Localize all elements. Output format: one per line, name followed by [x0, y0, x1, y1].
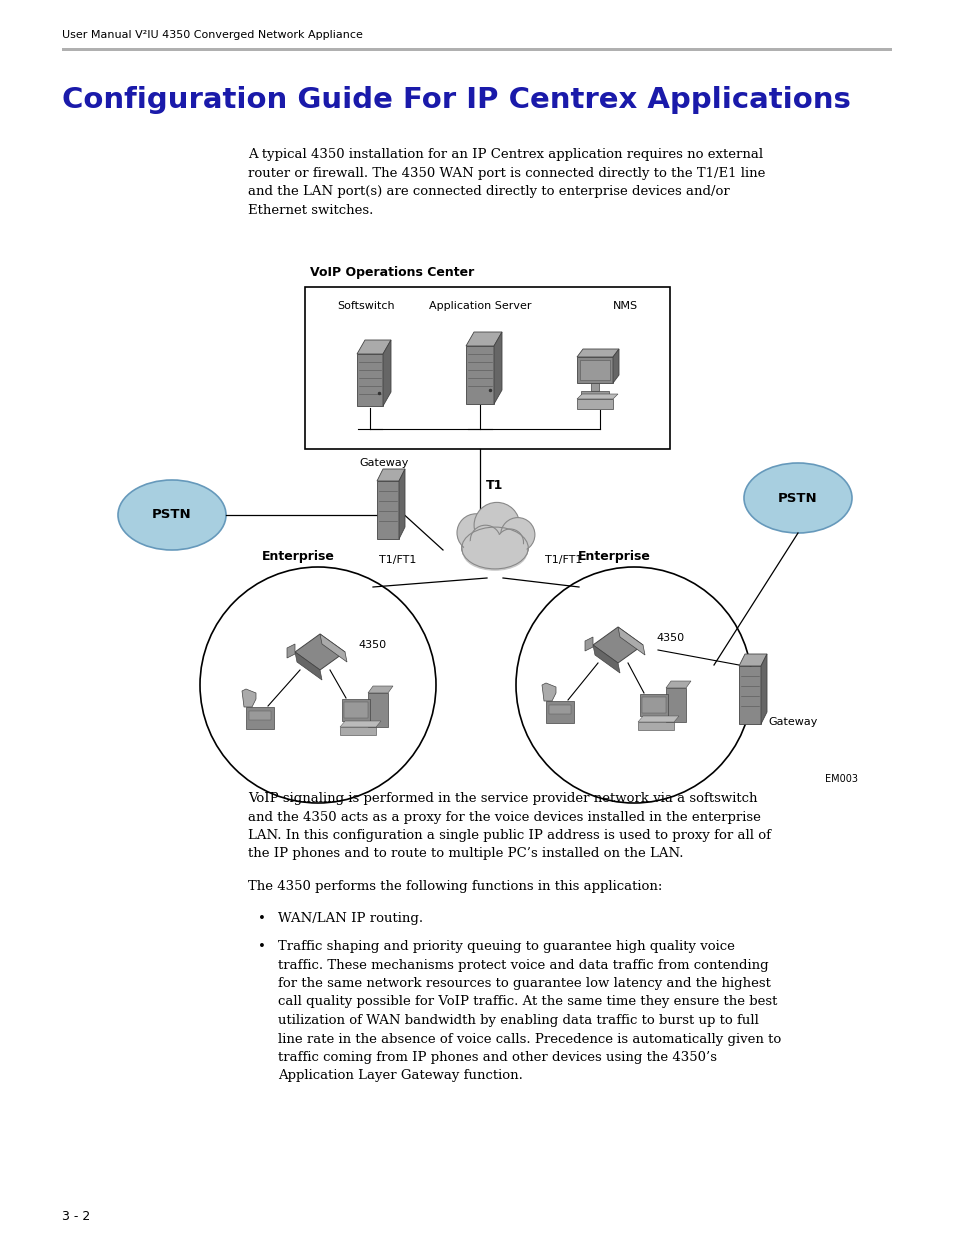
Polygon shape	[341, 699, 370, 721]
Polygon shape	[246, 706, 274, 729]
Text: VoIP signaling is performed in the service provider network via a softswitch
and: VoIP signaling is performed in the servi…	[248, 792, 770, 861]
Polygon shape	[294, 652, 322, 680]
Circle shape	[516, 567, 751, 803]
Polygon shape	[580, 391, 608, 396]
Ellipse shape	[461, 527, 528, 569]
Polygon shape	[465, 346, 494, 404]
Polygon shape	[577, 394, 618, 399]
Polygon shape	[593, 627, 642, 663]
Text: T1/FT1: T1/FT1	[379, 555, 416, 564]
Text: •: •	[257, 911, 266, 925]
Text: The 4350 performs the following functions in this application:: The 4350 performs the following function…	[248, 881, 661, 893]
Polygon shape	[287, 643, 294, 658]
Text: Softswitch: Softswitch	[336, 301, 395, 311]
Polygon shape	[398, 469, 405, 538]
Polygon shape	[665, 688, 685, 722]
Polygon shape	[639, 694, 667, 716]
Polygon shape	[494, 332, 501, 404]
Polygon shape	[368, 685, 393, 693]
Polygon shape	[344, 701, 368, 718]
Polygon shape	[577, 399, 613, 409]
Polygon shape	[577, 357, 613, 383]
Ellipse shape	[743, 463, 851, 534]
Polygon shape	[641, 697, 665, 713]
Polygon shape	[249, 711, 271, 720]
Polygon shape	[339, 721, 380, 727]
Circle shape	[470, 525, 500, 556]
Text: NMS: NMS	[613, 301, 638, 311]
Polygon shape	[376, 469, 405, 480]
Polygon shape	[577, 350, 618, 357]
Text: PSTN: PSTN	[778, 492, 817, 505]
Polygon shape	[382, 340, 391, 406]
Circle shape	[474, 503, 519, 548]
Text: T1: T1	[485, 479, 503, 492]
Polygon shape	[465, 332, 501, 346]
Text: A typical 4350 installation for an IP Centrex application requires no external
r: A typical 4350 installation for an IP Ce…	[248, 148, 764, 216]
Circle shape	[200, 567, 436, 803]
Text: Application Server: Application Server	[428, 301, 531, 311]
Polygon shape	[368, 693, 388, 727]
Polygon shape	[593, 645, 619, 673]
Text: T1/FT1: T1/FT1	[545, 555, 582, 564]
Polygon shape	[545, 701, 574, 722]
Text: Gateway: Gateway	[767, 718, 817, 727]
Polygon shape	[356, 354, 382, 406]
Polygon shape	[638, 716, 679, 722]
Text: WAN/LAN IP routing.: WAN/LAN IP routing.	[277, 911, 423, 925]
Polygon shape	[376, 480, 398, 538]
Text: 4350: 4350	[656, 634, 683, 643]
Circle shape	[456, 514, 495, 552]
Polygon shape	[579, 359, 609, 380]
Text: EM003: EM003	[824, 774, 857, 784]
Polygon shape	[613, 350, 618, 383]
Ellipse shape	[462, 535, 527, 571]
Polygon shape	[584, 637, 593, 651]
Polygon shape	[242, 689, 255, 706]
Circle shape	[497, 529, 523, 556]
Text: 3 - 2: 3 - 2	[62, 1210, 91, 1223]
Ellipse shape	[118, 480, 226, 550]
Text: PSTN: PSTN	[152, 509, 192, 521]
Text: VoIP Operations Center: VoIP Operations Center	[310, 266, 474, 279]
Polygon shape	[339, 727, 375, 735]
Circle shape	[500, 517, 535, 552]
Text: Traffic shaping and priority queuing to guarantee high quality voice
traffic. Th: Traffic shaping and priority queuing to …	[277, 940, 781, 1083]
Polygon shape	[541, 683, 556, 701]
Text: •: •	[257, 940, 266, 953]
Polygon shape	[739, 655, 766, 666]
Text: User Manual V²IU 4350 Converged Network Appliance: User Manual V²IU 4350 Converged Network …	[62, 30, 362, 40]
Polygon shape	[638, 722, 673, 730]
Text: 4350: 4350	[357, 640, 386, 650]
Text: Enterprise: Enterprise	[577, 550, 650, 563]
FancyBboxPatch shape	[305, 287, 669, 450]
Polygon shape	[739, 666, 760, 724]
Polygon shape	[590, 383, 598, 391]
Polygon shape	[665, 680, 690, 688]
Polygon shape	[294, 634, 345, 671]
FancyBboxPatch shape	[62, 48, 891, 51]
Polygon shape	[319, 634, 347, 662]
Polygon shape	[760, 655, 766, 724]
Text: Enterprise: Enterprise	[261, 550, 335, 563]
Text: Configuration Guide For IP Centrex Applications: Configuration Guide For IP Centrex Appli…	[62, 86, 850, 114]
Text: Gateway: Gateway	[359, 458, 408, 468]
Polygon shape	[618, 627, 644, 655]
Polygon shape	[548, 705, 571, 714]
Polygon shape	[356, 340, 391, 354]
